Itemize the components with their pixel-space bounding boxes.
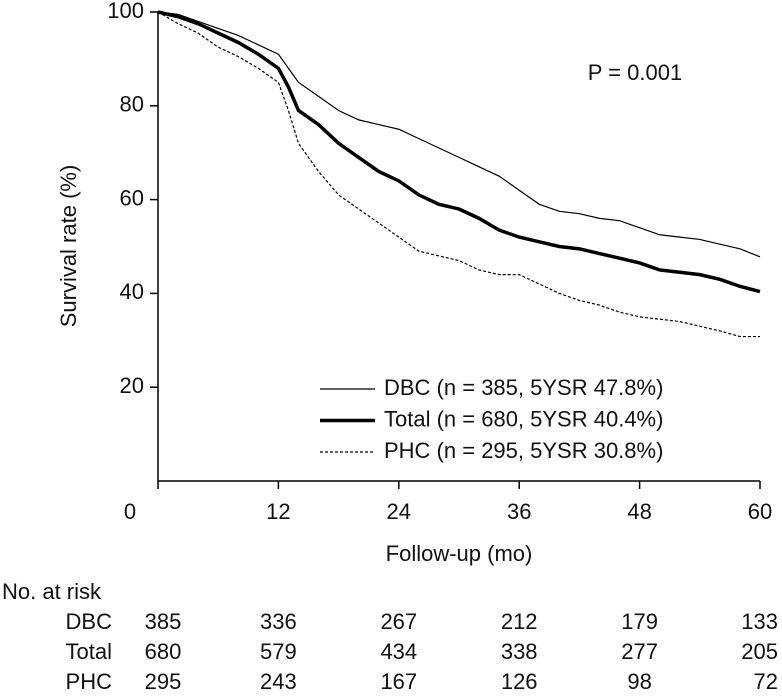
risk-count: 385 (145, 609, 182, 634)
risk-row-label: PHC (66, 669, 113, 694)
y-tick-label: 60 (120, 185, 144, 210)
risk-count: 243 (260, 669, 297, 694)
risk-count: 295 (145, 669, 182, 694)
y-tick-label: 100 (107, 0, 144, 23)
y-tick-label: 20 (120, 373, 144, 398)
survival-curve (157, 10, 761, 294)
y-tick-label: 40 (120, 279, 144, 304)
x-tick-label: 12 (266, 499, 290, 524)
risk-count: 277 (621, 639, 658, 664)
p-value: P = 0.001 (588, 60, 682, 85)
risk-count: 579 (260, 639, 297, 664)
risk-count: 212 (501, 609, 538, 634)
risk-count: 133 (741, 609, 778, 634)
risk-count: 179 (621, 609, 658, 634)
legend-label: DBC (n = 385, 5YSR 47.8%) (384, 375, 663, 400)
survival-curve (157, 11, 760, 338)
risk-count: 434 (380, 639, 417, 664)
risk-row-label: DBC (66, 609, 113, 634)
risk-count: 72 (754, 669, 778, 694)
risk-row-label: Total (66, 639, 112, 664)
x-tick-label: 36 (507, 499, 531, 524)
risk-count: 98 (627, 669, 651, 694)
x-axis-label: Follow-up (mo) (386, 541, 533, 566)
risk-table-title: No. at risk (2, 579, 102, 604)
risk-count: 267 (380, 609, 417, 634)
x-tick-label: 0 (124, 499, 136, 524)
risk-count: 338 (501, 639, 538, 664)
legend-label: PHC (n = 295, 5YSR 30.8%) (384, 438, 663, 463)
risk-count: 205 (741, 639, 778, 664)
x-tick-label: 60 (748, 499, 772, 524)
risk-count: 126 (501, 669, 538, 694)
y-tick-label: 80 (120, 92, 144, 117)
risk-count: 167 (380, 669, 417, 694)
x-tick-label: 48 (627, 499, 651, 524)
survival-curve (157, 11, 761, 258)
legend-label: Total (n = 680, 5YSR 40.4%) (384, 406, 663, 431)
risk-count: 680 (145, 639, 182, 664)
y-axis-label: Survival rate (%) (56, 165, 81, 328)
x-tick-label: 24 (387, 499, 411, 524)
risk-count: 336 (260, 609, 297, 634)
